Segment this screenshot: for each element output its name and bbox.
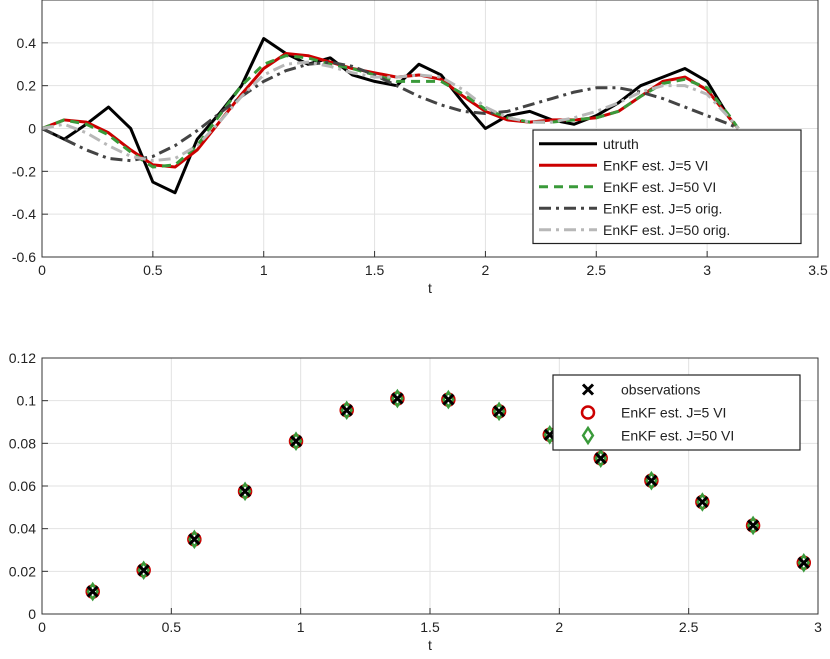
marker-x [86,585,99,598]
y-tick-label: 0.08 [9,435,36,451]
marker-x [340,404,353,417]
marker-diamond [581,425,595,446]
y-tick-label: 0.1 [17,393,37,409]
axes-frame [41,0,819,258]
y-tick-label: 0 [28,121,36,137]
legend-label: observations [621,382,700,398]
marker-x [581,383,595,396]
legend-label: EnKF est. J=50 VI [621,428,734,444]
series-line [41,54,740,169]
marker-x [289,435,303,448]
series-line [41,60,740,163]
marker-x [188,533,201,546]
series-group [85,388,812,602]
marker-x [442,393,455,406]
x-tick-label: 1 [297,619,305,635]
x-tick-label: 0.5 [143,262,163,278]
x-tick-label: 2 [482,262,490,278]
legend-swatch [581,383,595,396]
x-axis-label: t [428,280,432,296]
legend-label: utruth [603,136,639,152]
marker-x [238,485,252,498]
legend-label: EnKF est. J=50 orig. [603,222,730,238]
y-tick-label: 0 [28,606,36,622]
y-tick-label: -0.2 [12,163,36,179]
marker-x [594,452,607,465]
series-line [41,60,739,163]
y-tick-label: 0.04 [9,521,36,537]
x-tick-label: 1 [260,262,268,278]
series-group [41,37,740,195]
y-tick-label: 0.12 [9,350,36,366]
legend-label: EnKF est. J=5 VI [621,405,726,421]
marker-x [137,564,150,577]
y-tick-label: -0.6 [12,249,36,265]
marker-x [493,405,506,418]
x-tick-label: 3 [814,619,822,635]
legend-label: EnKF est. J=5 VI [603,157,708,173]
y-tick-label: 0.2 [17,78,37,94]
x-tick-label: 3 [703,262,711,278]
legend-swatch [580,405,596,420]
x-tick-label: 0 [38,262,46,278]
legend-swatch [581,425,595,446]
y-tick-label: -0.4 [12,206,36,222]
y-tick-label: 0.06 [9,478,36,494]
y-tick-label: 0.02 [9,563,36,579]
marker-x [747,519,760,532]
legend-label: EnKF est. J=50 VI [603,179,716,195]
x-axis-label: t [428,637,432,653]
marker-x [391,392,404,405]
marker-x [645,474,658,487]
x-tick-label: 2.5 [587,262,607,278]
y-tick-label: 0.4 [17,35,37,51]
x-tick-label: 2.5 [679,619,699,635]
x-tick-label: 3.5 [808,262,828,278]
x-tick-label: 0 [38,619,46,635]
marker-x [797,556,810,569]
axes-frame [41,357,819,615]
x-tick-label: 2 [555,619,563,635]
x-tick-label: 1.5 [365,262,385,278]
marker-circle [580,405,596,420]
legend-label: EnKF est. J=5 orig. [603,200,722,216]
x-tick-label: 1.5 [420,619,440,635]
marker-x [696,495,709,509]
x-tick-label: 0.5 [162,619,182,635]
